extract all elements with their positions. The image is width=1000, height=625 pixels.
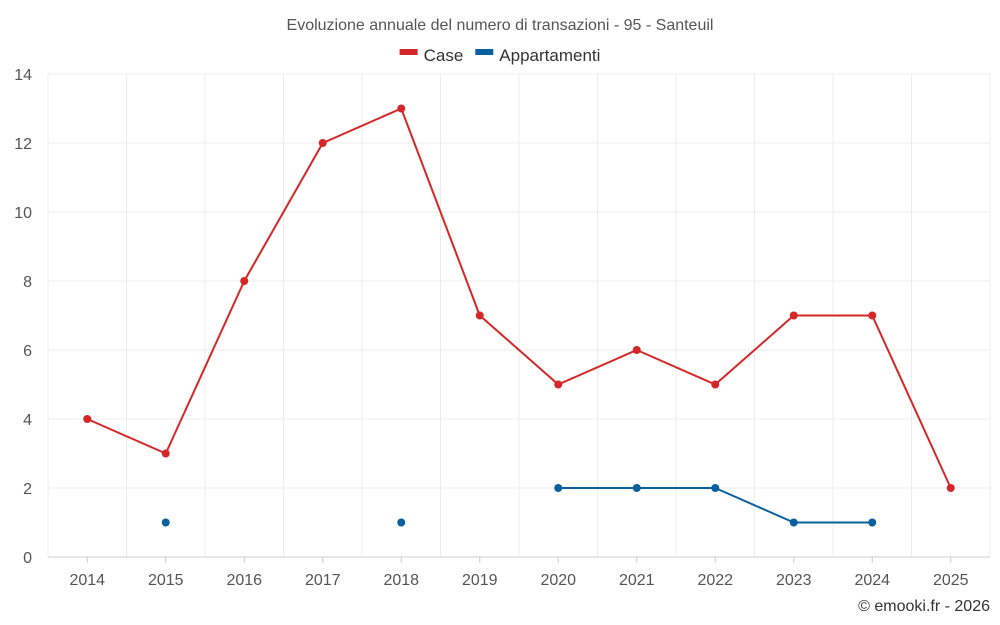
x-tick-label: 2016 [226, 572, 262, 589]
legend-label-appartamenti[interactable]: Appartamenti [499, 46, 600, 65]
data-point-case [789, 311, 798, 320]
data-point-appartamenti [868, 518, 877, 527]
axes: 0 2 4 6 8 10 12 14 2014 2015 2016 2017 2018 2019 2020 2… [14, 67, 968, 589]
data-point-case [632, 346, 641, 354]
credit-text: © emooki.fr - 2026 [858, 598, 990, 615]
data-point-case [554, 380, 563, 389]
data-point-case [397, 104, 406, 113]
x-tick-label: 2019 [462, 572, 498, 589]
data-point-appartamenti [397, 518, 406, 527]
data-point-case [475, 311, 484, 320]
legend-label-case[interactable]: Case [424, 46, 464, 65]
data-point-case [83, 415, 92, 423]
legend-swatch-appartamenti[interactable] [475, 49, 494, 55]
data-point-appartamenti [554, 484, 563, 492]
x-tick-label: 2021 [619, 572, 655, 589]
x-tick-label: 2014 [69, 572, 105, 589]
data-point-case [946, 484, 955, 492]
y-tick-label: 12 [14, 136, 32, 153]
legend: Case Appartamenti [399, 46, 600, 65]
series-group [83, 104, 955, 527]
chart-title: Evoluzione annuale del numero di transaz… [287, 17, 714, 34]
legend-swatch-case[interactable] [399, 49, 418, 55]
y-tick-label: 8 [23, 274, 32, 291]
data-point-case [161, 449, 170, 458]
x-tick-label: 2022 [697, 572, 733, 589]
y-tick-label: 0 [23, 550, 32, 567]
grid [47, 73, 991, 558]
data-point-appartamenti [711, 484, 720, 492]
x-tick-label: 2024 [854, 572, 890, 589]
x-tick-label: 2015 [148, 572, 184, 589]
data-point-appartamenti [161, 518, 170, 527]
data-point-appartamenti [789, 518, 798, 527]
series-line-case [86, 107, 952, 489]
x-tick-label: 2018 [383, 572, 419, 589]
y-tick-label: 4 [23, 412, 32, 429]
x-tick-label: 2020 [540, 572, 576, 589]
data-point-case [318, 139, 327, 147]
series-line-appartamenti [558, 487, 873, 524]
y-tick-label: 2 [23, 481, 32, 498]
x-tick-label: 2017 [305, 572, 341, 589]
x-tick-label: 2025 [933, 572, 969, 589]
data-point-case [711, 380, 720, 389]
y-tick-label: 14 [14, 67, 32, 84]
data-point-case [868, 311, 877, 320]
y-tick-label: 6 [23, 343, 32, 360]
y-tick-label: 10 [14, 205, 32, 222]
x-tick-label: 2023 [776, 572, 812, 589]
data-point-appartamenti [632, 484, 641, 492]
data-point-case [240, 277, 249, 285]
